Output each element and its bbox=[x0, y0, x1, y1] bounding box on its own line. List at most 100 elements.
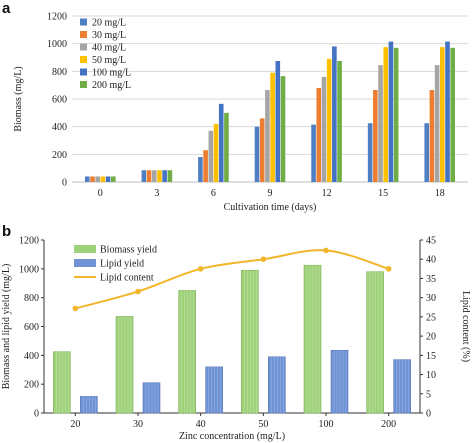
x-tick-label: 6 bbox=[211, 188, 216, 199]
legend-label: 40 mg/L bbox=[92, 43, 126, 54]
bar bbox=[90, 176, 95, 182]
bar bbox=[445, 41, 450, 182]
bar bbox=[115, 316, 134, 414]
x-tick-label: 40 bbox=[196, 419, 206, 430]
legend-swatch bbox=[80, 68, 87, 76]
x-axis-label-b: Zinc concentration (mg/L) bbox=[179, 431, 285, 442]
bar bbox=[280, 76, 286, 182]
y2-tick-label: 0 bbox=[426, 409, 431, 420]
bar bbox=[388, 41, 394, 182]
y-tick-label: 600 bbox=[52, 95, 67, 106]
x-tick-label: 50 bbox=[258, 419, 268, 430]
line-point bbox=[323, 247, 329, 254]
bar bbox=[100, 176, 106, 182]
bar bbox=[141, 170, 147, 182]
bar bbox=[393, 47, 399, 182]
legend-label: 20 mg/L bbox=[92, 18, 126, 29]
y2-axis-label-b: Lipid content (%) bbox=[460, 291, 471, 362]
legend-swatch bbox=[80, 56, 87, 63]
bar bbox=[373, 90, 378, 182]
bar bbox=[316, 87, 322, 182]
y2-tick-label: 35 bbox=[426, 274, 436, 285]
bar bbox=[208, 130, 214, 182]
y-tick-label: 1200 bbox=[47, 12, 67, 23]
bar bbox=[434, 65, 440, 182]
bar bbox=[105, 176, 111, 182]
y2-tick-label: 40 bbox=[426, 255, 436, 266]
bar bbox=[429, 90, 435, 182]
series-line bbox=[75, 249, 389, 310]
bar bbox=[84, 176, 90, 182]
y-tick-label: 1000 bbox=[19, 264, 39, 275]
x-tick-label: 20 bbox=[70, 419, 80, 430]
y-tick-label: 0 bbox=[62, 178, 67, 189]
x-tick-label: 9 bbox=[268, 188, 273, 199]
x-tick-label: 100 bbox=[319, 419, 334, 430]
bar bbox=[265, 90, 270, 182]
panel-label-b: b bbox=[2, 223, 11, 240]
legend-label: 100 mg/L bbox=[92, 68, 131, 79]
y-tick-label: 1000 bbox=[47, 39, 67, 50]
bar bbox=[366, 271, 384, 414]
y2-tick-label: 20 bbox=[426, 332, 436, 343]
legend-swatch bbox=[80, 43, 87, 51]
bar bbox=[321, 76, 327, 182]
y2-tick-label: 30 bbox=[426, 293, 436, 304]
bar bbox=[157, 170, 162, 182]
x-tick-label: 15 bbox=[378, 188, 388, 199]
bar bbox=[218, 103, 224, 182]
panel-label-a: a bbox=[2, 0, 11, 17]
bar bbox=[198, 157, 203, 182]
y2-tick-label: 45 bbox=[426, 236, 436, 247]
legend-label: Biomass yield bbox=[100, 245, 157, 256]
bar bbox=[311, 124, 316, 182]
y-tick-label: 400 bbox=[52, 122, 67, 133]
y-axis-label-a: Biomass (mg/L) bbox=[13, 66, 24, 131]
legend-swatch bbox=[80, 81, 87, 88]
bar bbox=[393, 359, 411, 414]
line-point bbox=[197, 266, 204, 272]
y-tick-label: 200 bbox=[24, 380, 39, 391]
x-tick-label: 18 bbox=[435, 188, 445, 199]
bar bbox=[95, 176, 100, 182]
y-tick-label: 800 bbox=[24, 293, 39, 304]
bar bbox=[53, 351, 71, 414]
y-tick-label: 1200 bbox=[19, 236, 39, 247]
bar bbox=[162, 170, 167, 182]
bar bbox=[275, 60, 281, 183]
bar bbox=[80, 396, 98, 414]
line-point bbox=[385, 266, 392, 272]
line-point bbox=[135, 288, 141, 295]
y2-tick-label: 15 bbox=[426, 351, 436, 362]
legend-label: Lipid yield bbox=[100, 259, 144, 270]
chart-panel-b: b Biomass and lipid yield (mg/L) Lipid c… bbox=[1, 223, 471, 442]
bar bbox=[146, 170, 152, 182]
legend-label: Lipid content bbox=[100, 273, 154, 284]
bar bbox=[254, 126, 260, 182]
line-point bbox=[260, 256, 267, 263]
bar bbox=[241, 269, 259, 414]
legend-swatch bbox=[80, 18, 87, 26]
x-axis-label-a: Cultivation time (days) bbox=[224, 202, 317, 213]
y-tick-label: 800 bbox=[52, 67, 67, 78]
y-tick-label: 600 bbox=[24, 322, 39, 333]
bar bbox=[332, 46, 337, 182]
bar bbox=[178, 290, 196, 414]
bar bbox=[205, 366, 223, 414]
bar bbox=[224, 112, 229, 182]
x-tick-label: 12 bbox=[322, 188, 332, 199]
x-tick-label: 30 bbox=[133, 419, 143, 430]
bar bbox=[326, 58, 332, 183]
y-tick-label: 200 bbox=[52, 150, 67, 161]
line-point bbox=[72, 305, 79, 312]
bar bbox=[303, 264, 322, 414]
legend-swatch bbox=[74, 259, 96, 267]
y-tick-label: 400 bbox=[24, 351, 39, 362]
legend-swatch bbox=[80, 31, 87, 38]
bar bbox=[167, 170, 173, 182]
y2-tick-label: 10 bbox=[426, 370, 436, 381]
bar bbox=[383, 47, 389, 182]
bar bbox=[203, 150, 208, 182]
y2-tick-label: 5 bbox=[426, 389, 431, 400]
bar bbox=[142, 382, 161, 414]
